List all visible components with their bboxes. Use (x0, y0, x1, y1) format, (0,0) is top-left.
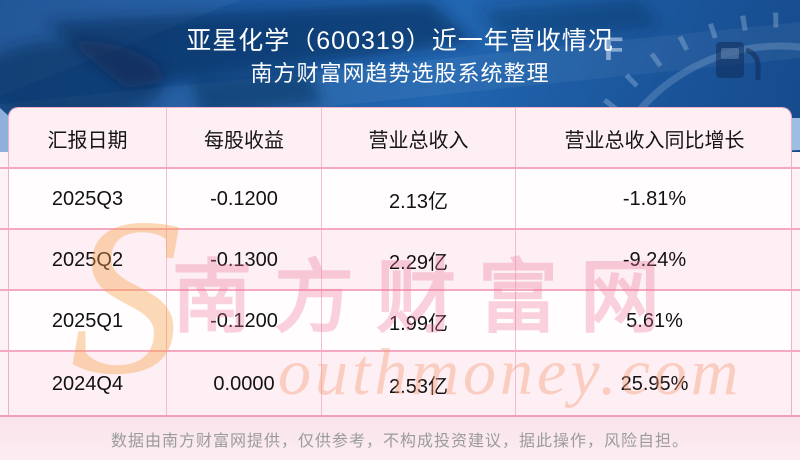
column-header-report-date: 汇报日期 (9, 108, 167, 169)
yoy-growth-cell: -1.81% (622, 188, 687, 210)
eps-cell: -0.1200 (167, 169, 322, 230)
eps-cell: -0.1300 (167, 230, 322, 291)
table-header-row: 汇报日期 每股收益 营业总收入 营业总收入同比增长 (9, 108, 791, 169)
disclaimer-text: 数据由南方财富网提供，仅供参考，不构成投资建议，据此操作，风险自担。 (110, 432, 689, 450)
revenue-cell: 2.13亿 (322, 169, 516, 230)
row-divider (0, 289, 800, 291)
table-row: 2025Q2 -0.1300 2.29亿 -9.24% (9, 230, 791, 291)
gauge-letter-f: F (604, 31, 624, 67)
yoy-growth-cell: 5.61% (626, 310, 683, 332)
row-divider (0, 167, 800, 169)
footer: 数据由南方财富网提供，仅供参考，不构成投资建议，据此操作，风险自担。 (0, 415, 800, 460)
column-header-yoy-growth: 营业总收入同比增长 (564, 130, 745, 152)
eps-cell: 0.0000 (167, 352, 322, 416)
fuel-pump-icon (716, 42, 761, 80)
row-divider (0, 350, 800, 352)
banner-titles: 亚星化学（600319）近一年营收情况 南方财富网趋势选股系统整理 (0, 24, 800, 90)
page-subtitle: 南方财富网趋势选股系统整理 (250, 61, 550, 86)
machinery-silhouette (0, 0, 660, 124)
yoy-growth-cell: -9.24% (622, 249, 687, 271)
report-date-cell: 2025Q1 (9, 291, 167, 352)
table-row: 2025Q3 -0.1200 2.13亿 -1.81% (9, 169, 791, 230)
report-date-cell: 2025Q2 (9, 230, 167, 291)
column-header-eps: 每股收益 (167, 108, 322, 169)
table-row: 2025Q1 -0.1200 1.99亿 5.61% (9, 291, 791, 352)
page-title: 亚星化学（600319）近一年营收情况 (186, 27, 614, 55)
report-date-cell: 2024Q4 (9, 352, 167, 416)
revenue-cell: 2.29亿 (322, 230, 516, 291)
table-row: 2024Q4 0.0000 2.53亿 25.95% (9, 352, 791, 416)
fuel-gauge-icon: F (575, 12, 800, 152)
eps-cell: -0.1200 (167, 291, 322, 352)
report-date-cell: 2025Q3 (9, 169, 167, 230)
row-divider (0, 228, 800, 230)
column-header-revenue: 营业总收入 (322, 108, 516, 169)
revenue-cell: 1.99亿 (322, 291, 516, 352)
yoy-growth-cell: 25.95% (620, 372, 689, 395)
revenue-table: 汇报日期 每股收益 营业总收入 营业总收入同比增长 2025Q3 -0.1200… (8, 107, 792, 416)
revenue-cell: 2.53亿 (322, 352, 516, 416)
